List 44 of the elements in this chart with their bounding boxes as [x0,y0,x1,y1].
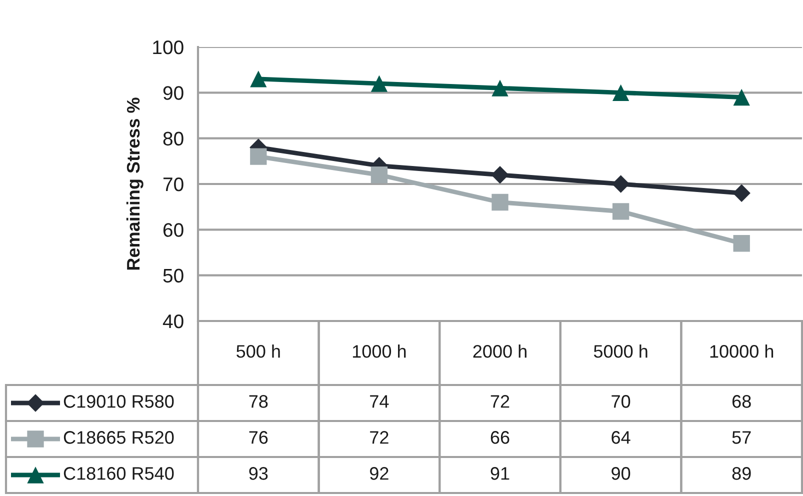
x-tick-label: 5000 h [594,344,648,358]
x-tick-label: 1000 h [352,344,406,358]
point [370,166,388,184]
y-tick-label: 70 [163,177,184,192]
data-label: 74 [370,395,389,408]
x-tick-label: 2000 h [473,344,526,358]
legend-label: C18665 R520 [64,431,174,444]
point [733,88,750,106]
x-tick-label: 10000 h [710,344,774,358]
data-label: 64 [612,431,630,444]
point [492,194,508,211]
y-tick-label: 50 [163,268,184,283]
data-label: 89 [732,467,751,480]
y-tick-label: 40 [162,314,184,328]
data-label: 92 [370,467,388,480]
point [250,148,267,165]
point [612,175,630,193]
point [491,166,509,184]
data-label: 66 [490,431,510,444]
point [370,75,388,92]
data-label: 78 [249,395,268,408]
data-label: 70 [612,395,630,408]
point [492,80,508,96]
data-label: 90 [612,467,630,480]
data-label: 93 [249,467,268,480]
point [612,203,630,220]
legend-label: C19010 R580 [64,395,174,408]
point [612,84,630,101]
point [250,70,267,88]
data-label: 57 [732,431,751,444]
data-label: 76 [249,431,268,444]
point [733,235,750,252]
y-axis-title: Remaining Stress % [126,98,144,270]
x-tick-label: 500 h [236,344,280,358]
data-label: 72 [370,431,388,444]
y-tick-label: 90 [163,86,184,100]
data-label: 68 [732,395,751,408]
y-tick-label: 100 [153,40,184,54]
data-label: 91 [490,467,510,480]
data-label: 72 [490,395,510,408]
legend-label: C18160 R540 [64,467,174,480]
y-tick-label: 60 [163,223,184,237]
point [732,184,750,202]
y-tick-label: 80 [163,132,184,146]
